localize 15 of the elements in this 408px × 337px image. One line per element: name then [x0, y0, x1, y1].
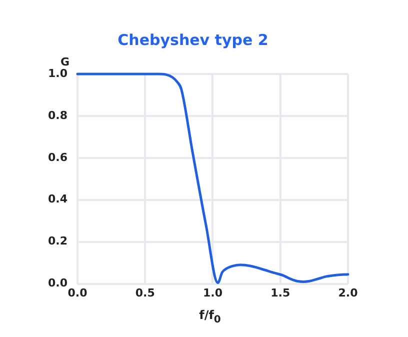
- x-tick-label: 2.0: [338, 286, 358, 300]
- y-tick-label: 1.0: [48, 66, 68, 80]
- chart-title: Chebyshev type 2: [118, 30, 268, 49]
- y-tick-label: 0.8: [48, 108, 68, 122]
- y-axis-title: G: [60, 55, 70, 68]
- y-tick-label: 0.0: [48, 276, 68, 290]
- x-tick-label: 1.0: [202, 286, 223, 300]
- y-tick-label: 0.6: [48, 150, 68, 164]
- x-tick-label: 0.5: [135, 286, 155, 300]
- x-axis-title: f/f$_{0}$: [198, 308, 222, 325]
- line-series: [76, 72, 350, 284]
- x-tick-label: 0.0: [68, 286, 88, 300]
- y-tick-label: 0.4: [48, 192, 68, 206]
- x-tick-label: 1.5: [270, 286, 290, 300]
- y-tick-label: 0.2: [48, 234, 68, 248]
